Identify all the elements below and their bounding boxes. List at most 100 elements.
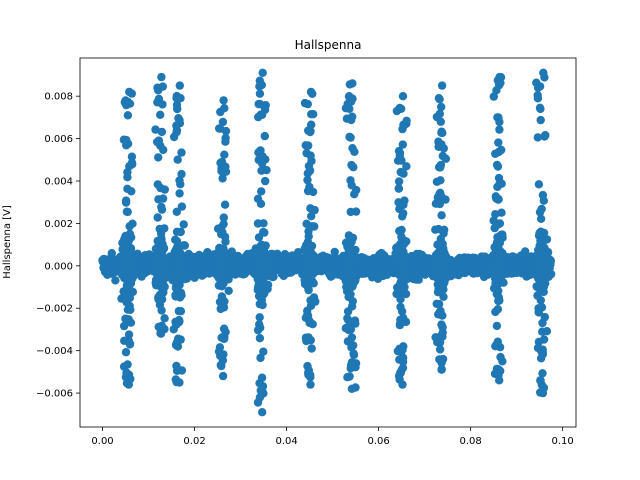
data-point [396,167,405,177]
y-tick-label: 0.006 [44,134,73,145]
data-point [394,184,403,193]
data-point [396,302,405,312]
data-point [224,286,233,295]
data-point [536,354,546,363]
data-point [216,107,225,117]
data-point [256,270,265,279]
data-point [123,360,132,369]
y-tick-label: −0.006 [36,389,73,400]
data-point [539,265,549,274]
data-point [152,262,162,272]
data-point [175,81,184,90]
data-point [540,132,549,141]
data-point [542,327,552,336]
data-point [123,305,133,314]
data-point [539,68,548,78]
data-point [535,208,545,217]
data-point [490,223,499,233]
data-point [159,145,168,155]
data-point [437,128,446,137]
data-point [175,189,184,198]
data-point [154,153,163,162]
data-point [253,325,263,335]
data-point [221,162,230,171]
data-point [214,267,223,276]
data-point [261,241,270,250]
data-point [217,333,226,342]
data-point [535,103,545,113]
data-point [256,146,265,155]
data-point [254,112,263,122]
data-point [123,168,132,177]
data-point [179,220,188,229]
data-point [309,110,318,119]
data-point [219,96,228,105]
data-point [303,175,312,185]
data-point [495,238,505,247]
data-point [216,360,225,370]
data-point [492,86,501,95]
data-point [160,282,169,291]
data-point [491,342,500,351]
y-tick-label: 0.008 [44,92,73,103]
data-point [496,260,506,270]
data-point [221,237,230,246]
data-point [432,177,442,186]
data-point [436,253,445,263]
data-point [414,275,423,284]
data-point [436,117,445,127]
data-point [258,68,267,78]
data-point [536,115,545,125]
data-point [533,133,542,142]
data-point [398,140,407,149]
data-point [348,271,358,280]
data-point [255,89,265,98]
data-point [154,252,163,262]
data-point [157,127,167,137]
data-point [256,386,265,395]
y-axis-label: Hallspenna [V] [2,205,13,279]
data-point [218,117,228,127]
data-point [303,169,312,178]
data-point [260,105,270,115]
data-point [303,306,312,315]
data-point [263,260,272,269]
data-point [306,87,316,97]
data-point [255,393,265,402]
data-point [153,213,162,222]
data-point [304,333,313,342]
data-point [213,224,223,233]
data-point [177,148,186,157]
data-point [538,369,547,378]
data-point [538,318,547,328]
data-point [438,239,447,249]
data-point [176,261,186,270]
data-point [489,92,498,101]
data-point [304,141,313,150]
data-point [171,340,181,350]
data-point [215,254,224,263]
data-point [218,371,228,381]
data-point [491,210,500,219]
data-point [154,86,163,95]
data-point [346,133,355,142]
data-point [151,125,160,134]
data-point [221,126,231,136]
data-points [98,68,556,417]
data-point [227,247,236,256]
data-point [172,100,182,110]
data-point [492,364,502,374]
data-point [536,214,546,223]
data-point [157,72,166,82]
x-axis: 0.00 0.02 0.04 0.06 0.08 0.10 [91,427,574,447]
data-point [534,304,543,313]
data-point [172,121,181,130]
data-point [174,114,183,123]
data-point [434,94,444,103]
data-point [124,380,133,389]
data-point [393,254,402,263]
data-point [402,162,411,171]
data-point [439,292,448,301]
data-point [259,347,268,356]
data-point [433,288,443,297]
